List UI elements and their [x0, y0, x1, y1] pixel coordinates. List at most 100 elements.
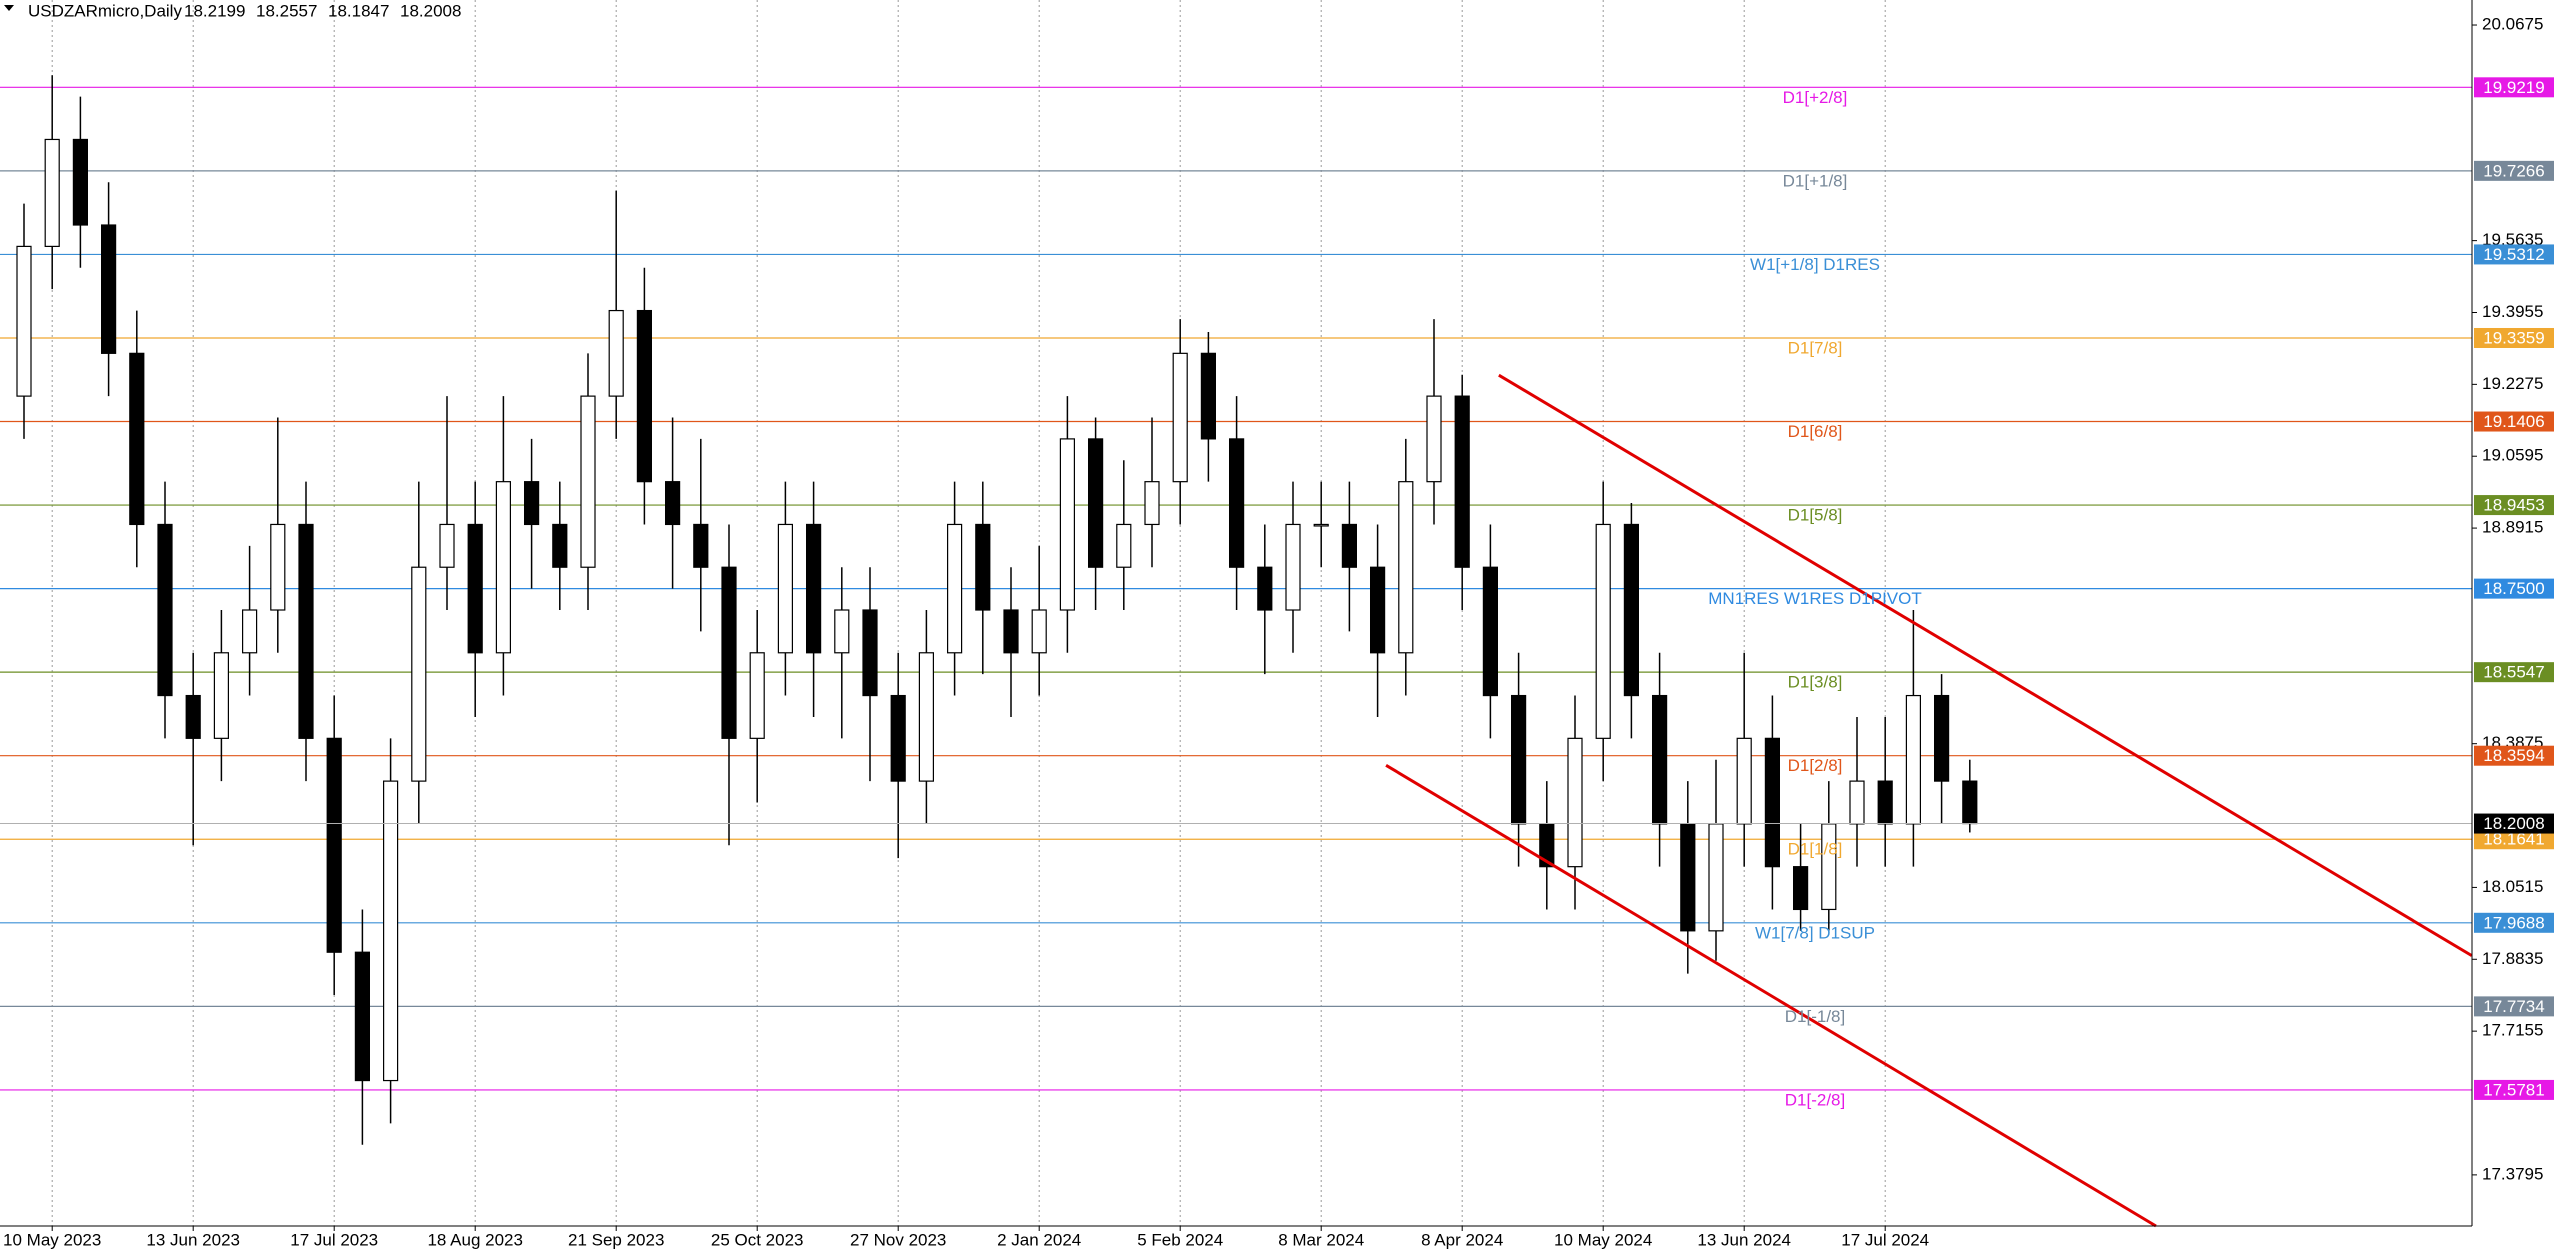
candle-body: [1116, 523, 1132, 568]
candle-body: [636, 309, 653, 483]
candle-body: [439, 523, 455, 568]
x-tick-label: 8 Apr 2024: [1421, 1230, 1503, 1249]
candle-body: [467, 523, 483, 654]
candle-body: [72, 138, 89, 226]
candle-body: [608, 309, 624, 397]
candle-body: [242, 609, 258, 654]
x-tick-label: 13 Jun 2023: [146, 1230, 240, 1249]
level-label: D1[2/8]: [1788, 756, 1843, 775]
x-tick-label: 13 Jun 2024: [1697, 1230, 1791, 1249]
candle-body: [411, 566, 427, 782]
level-price-box: [2474, 996, 2554, 1017]
level-label: D1[+1/8]: [1783, 171, 1848, 190]
level-price-box: [2474, 495, 2554, 516]
level-price-label: 17.9688: [2483, 913, 2544, 932]
header-open: 18.2199: [184, 1, 245, 20]
candle-body: [580, 395, 596, 568]
candle-body: [1680, 823, 1696, 932]
candle-body: [749, 652, 765, 739]
level-label: D1[-1/8]: [1785, 1007, 1845, 1026]
level-label: D1[5/8]: [1788, 506, 1843, 525]
candle-body: [157, 523, 173, 697]
level-price-box: [2474, 244, 2554, 265]
candles: [0, 75, 2472, 1145]
trendline: [1498, 373, 2473, 957]
candle-body: [129, 352, 145, 526]
x-tick-label: 5 Feb 2024: [1137, 1230, 1223, 1249]
candle-body: [664, 481, 681, 526]
x-tick-label: 25 Oct 2023: [711, 1230, 804, 1249]
candle-body: [354, 951, 370, 1082]
candle-body: [1595, 523, 1611, 739]
level-price-label: 19.7266: [2483, 161, 2544, 180]
level-label: D1[-2/8]: [1785, 1090, 1845, 1109]
candle-body: [1285, 523, 1301, 611]
candle-body: [1821, 823, 1837, 911]
level-price-box: [2474, 745, 2554, 766]
y-tick-label: 17.3795: [2482, 1164, 2543, 1183]
candle-body: [1398, 481, 1414, 654]
chart-title: USDZARmicro,Daily: [28, 1, 182, 20]
level-price-label: 18.7500: [2483, 579, 2544, 598]
candle-body: [326, 737, 342, 953]
candle-body: [1623, 523, 1640, 697]
y-tick-label: 19.0595: [2482, 446, 2543, 465]
candle-body: [777, 523, 794, 654]
y-tick-label: 18.0515: [2482, 877, 2543, 896]
candle-body: [1792, 866, 1809, 911]
candle-body: [1933, 694, 1950, 782]
level-price-label: 18.3594: [2483, 746, 2544, 765]
candle-body: [1708, 823, 1724, 932]
candle-body: [1341, 523, 1358, 568]
level-price-label: 17.5781: [2483, 1080, 2544, 1099]
level-price-box: [2474, 160, 2554, 181]
candle-body: [298, 523, 314, 739]
candle-body: [1426, 395, 1442, 483]
candle-body: [1567, 737, 1583, 868]
level-price-box: [2474, 578, 2554, 599]
candle-body: [721, 566, 737, 739]
level-price-label: 19.9219: [2483, 78, 2544, 97]
y-tick-label: 20.0675: [2482, 15, 2543, 34]
y-tick-label: 17.8835: [2482, 949, 2543, 968]
candle-body: [805, 523, 822, 654]
x-tick-label: 18 Aug 2023: [427, 1230, 522, 1249]
level-label: D1[7/8]: [1788, 338, 1843, 357]
candle-body: [1144, 481, 1160, 526]
header-high: 18.2557: [256, 1, 317, 20]
y-tick-label: 19.5635: [2482, 230, 2543, 249]
candle-body: [1764, 737, 1781, 868]
header-low: 18.1847: [328, 1, 389, 20]
candle-body: [1962, 780, 1978, 825]
candle-body: [1031, 609, 1047, 654]
candle-body: [495, 481, 511, 654]
candle-body: [1905, 694, 1922, 825]
candle-body: [1200, 352, 1217, 440]
candle-body: [1849, 780, 1865, 825]
candle-body: [1003, 609, 1019, 654]
x-tick-label: 2 Jan 2024: [997, 1230, 1081, 1249]
candle-body: [1369, 566, 1386, 654]
candle-body: [1257, 566, 1273, 611]
candle-body: [918, 652, 935, 782]
candle-body: [862, 609, 878, 697]
candle-body: [975, 523, 991, 611]
candle-body: [270, 523, 286, 611]
candle-body: [1877, 780, 1893, 825]
candle-body: [185, 694, 201, 739]
level-label: D1[6/8]: [1788, 422, 1843, 441]
level-label: W1[7/8] D1SUP: [1755, 923, 1875, 942]
menu-arrow[interactable]: [4, 5, 14, 11]
level-price-label: 19.1406: [2483, 412, 2544, 431]
candle-body: [1651, 694, 1668, 825]
level-label: W1[+1/8] D1RES: [1750, 255, 1880, 274]
level-price-label: 18.5547: [2483, 663, 2544, 682]
level-price-box: [2474, 411, 2554, 432]
y-tick-label: 19.3955: [2482, 302, 2543, 321]
x-tick-label: 17 Jul 2023: [290, 1230, 378, 1249]
candle-body: [834, 609, 850, 654]
